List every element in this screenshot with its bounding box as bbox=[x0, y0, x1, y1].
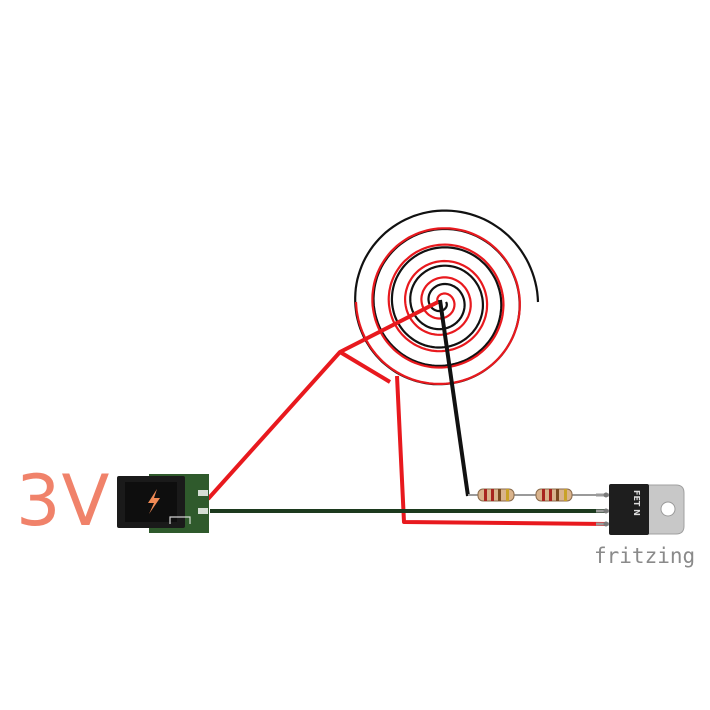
resistor-1 bbox=[468, 489, 530, 501]
red-wire-stub bbox=[340, 352, 390, 382]
fet-body bbox=[609, 484, 649, 535]
fet-transistor: FET N bbox=[596, 484, 684, 535]
red-wire-coil-to-fet bbox=[397, 376, 606, 524]
voltage-label: 3V bbox=[16, 466, 110, 536]
power-jack bbox=[117, 474, 209, 533]
fritzing-watermark: fritzing bbox=[594, 546, 695, 567]
black-wire-coil-to-resistor bbox=[440, 300, 468, 496]
resistor-2 bbox=[525, 489, 606, 501]
coil-red-winding bbox=[356, 228, 520, 384]
fet-type-label: FET N bbox=[632, 490, 641, 516]
